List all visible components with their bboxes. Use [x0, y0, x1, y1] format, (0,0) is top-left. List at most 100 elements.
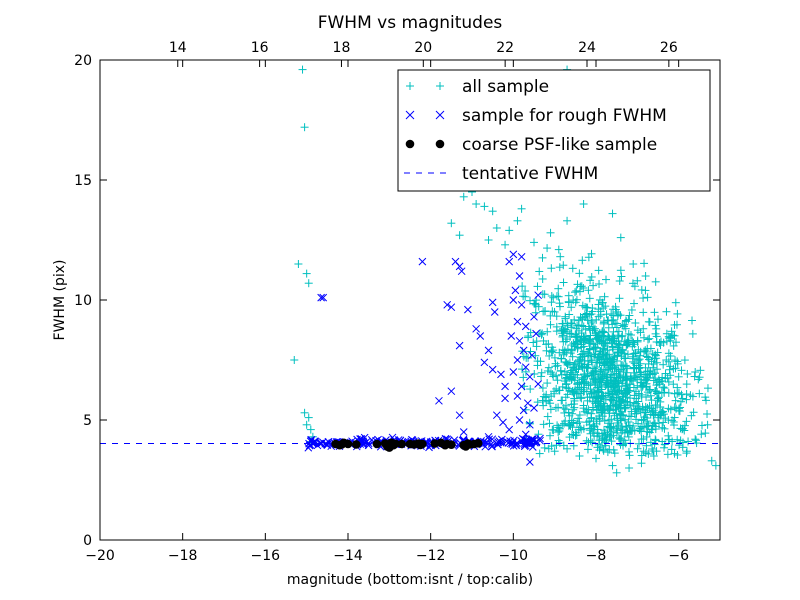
- all-sample-point: [563, 360, 572, 369]
- all-sample-point: [621, 423, 630, 432]
- all-sample-point: [695, 373, 704, 382]
- all-sample-point: [558, 331, 567, 340]
- all-sample-point: [447, 219, 456, 228]
- all-sample-point: [526, 385, 535, 394]
- all-sample-point: [701, 393, 710, 402]
- all-sample-point: [572, 286, 581, 295]
- all-sample-point: [644, 421, 653, 430]
- x-tick-label: −14: [333, 548, 363, 564]
- all-sample-point: [554, 403, 563, 412]
- all-sample-point: [629, 421, 638, 430]
- all-sample-point: [577, 359, 586, 368]
- all-sample-point: [492, 224, 501, 232]
- all-sample-point: [532, 337, 541, 346]
- all-sample-point: [616, 396, 625, 405]
- all-sample-point: [630, 282, 639, 291]
- all-sample-point: [569, 373, 578, 382]
- all-sample-point: [654, 315, 662, 324]
- all-sample-point: [596, 378, 605, 387]
- all-sample-point: [624, 315, 633, 324]
- all-sample-point: [622, 338, 631, 347]
- all-sample-point: [550, 389, 559, 398]
- all-sample-point: [584, 286, 593, 295]
- rough-fwhm-point: [459, 428, 468, 436]
- all-sample-point: [572, 365, 581, 374]
- all-sample-point: [670, 421, 679, 430]
- all-sample-point: [538, 253, 547, 262]
- all-sample-point: [640, 259, 649, 268]
- all-sample-point: [517, 204, 526, 213]
- all-sample-point: [616, 266, 625, 275]
- all-sample-point: [618, 331, 627, 340]
- rough-fwhm-point: [488, 435, 497, 444]
- all-sample-point: [639, 333, 648, 342]
- all-sample-point: [659, 418, 668, 427]
- all-sample-point: [546, 405, 555, 414]
- all-sample-point: [670, 449, 679, 458]
- all-sample-point: [633, 337, 642, 346]
- all-sample-point: [614, 332, 623, 341]
- all-sample-point: [682, 390, 691, 399]
- all-sample-point: [625, 311, 634, 320]
- all-sample-point: [519, 352, 528, 361]
- all-sample-point: [580, 377, 589, 386]
- all-sample-point: [605, 409, 614, 418]
- all-sample-point: [552, 327, 561, 336]
- rough-fwhm-point: [530, 404, 538, 412]
- all-sample-point: [633, 326, 642, 335]
- rough-fwhm-point: [509, 250, 518, 259]
- all-sample-point: [591, 344, 600, 353]
- rough-fwhm-point: [530, 312, 538, 321]
- all-sample-point: [623, 428, 632, 437]
- rough-fwhm-point: [517, 252, 526, 261]
- all-sample-point: [612, 365, 621, 374]
- all-sample-point: [647, 396, 656, 405]
- all-sample-point: [575, 452, 584, 460]
- rough-fwhm-point: [464, 305, 472, 314]
- all-sample-point: [707, 456, 716, 465]
- all-sample-point: [629, 260, 638, 268]
- all-sample-point: [696, 366, 705, 375]
- rough-fwhm-point: [519, 346, 528, 355]
- rough-fwhm-point: [447, 387, 456, 396]
- all-sample-point: [538, 396, 547, 405]
- all-sample-point: [304, 413, 313, 422]
- psf-like-points: [331, 438, 483, 452]
- y-tick-label: 5: [83, 413, 92, 429]
- all-sample-point: [646, 438, 655, 447]
- all-sample-point: [608, 355, 617, 364]
- all-sample-point: [627, 305, 636, 314]
- all-sample-point: [298, 65, 307, 74]
- all-sample-point: [592, 406, 601, 415]
- all-sample-point: [660, 424, 669, 433]
- all-sample-point: [582, 405, 591, 414]
- rough-fwhm-point: [480, 358, 489, 367]
- all-sample-point: [633, 276, 642, 285]
- rough-fwhm-point: [515, 272, 524, 280]
- rough-fwhm-point: [488, 298, 497, 307]
- all-sample-point: [612, 339, 621, 348]
- all-sample-point: [634, 404, 643, 413]
- all-sample-point: [652, 358, 661, 367]
- all-sample-point: [651, 277, 660, 286]
- all-sample-point: [555, 386, 564, 395]
- all-sample-point: [688, 329, 697, 338]
- all-sample-point: [645, 370, 654, 379]
- all-sample-point: [573, 419, 582, 428]
- all-sample-point: [609, 334, 618, 343]
- all-sample-point: [636, 424, 645, 433]
- all-sample-point: [697, 430, 706, 439]
- all-sample-point: [567, 430, 576, 439]
- all-sample-point: [597, 328, 606, 337]
- all-sample-point: [617, 416, 626, 425]
- all-sample-point: [673, 309, 682, 318]
- all-sample-point: [531, 300, 540, 309]
- all-sample-point: [548, 307, 557, 316]
- all-sample-point: [678, 425, 687, 434]
- all-sample-point: [606, 375, 615, 384]
- all-sample-point: [654, 375, 663, 384]
- all-sample-point: [568, 352, 577, 361]
- all-sample-point: [555, 302, 564, 311]
- rough-fwhm-point: [476, 332, 485, 340]
- all-sample-point: [624, 432, 633, 441]
